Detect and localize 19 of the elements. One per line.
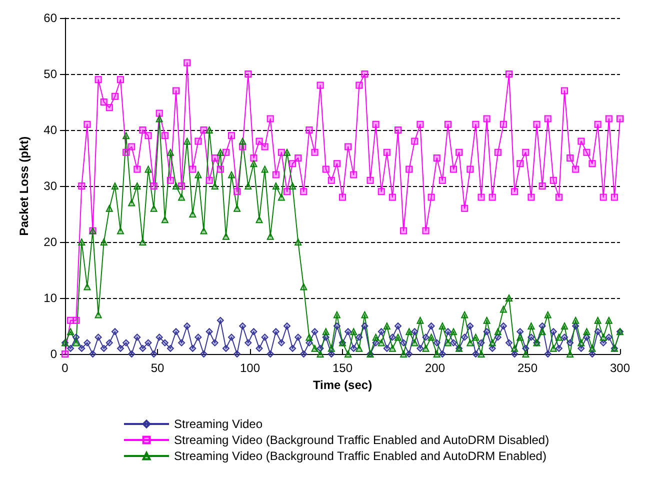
x-tick-label: 200 (424, 361, 446, 375)
y-tick-label: 10 (44, 291, 58, 305)
x-tick-label: 0 (62, 361, 69, 375)
x-tick-label: 150 (332, 361, 353, 375)
x-axis-title: Time (sec) (312, 378, 372, 392)
y-tick-label: 0 (50, 347, 58, 361)
y-axis-title: Packet Loss (pkt) (17, 136, 31, 236)
y-tick-label: 20 (44, 235, 58, 249)
y-tick-label: 60 (44, 11, 58, 25)
y-tick-label: 50 (44, 67, 58, 81)
y-tick-label: 40 (44, 123, 58, 137)
x-tick-label: 100 (240, 361, 260, 375)
legend-label: Streaming Video (174, 417, 263, 431)
y-tick-label: 30 (44, 179, 58, 193)
x-tick-label: 50 (150, 361, 164, 375)
legend-label: Streaming Video (Background Traffic Enabled and AutoDRM Disabled) (174, 433, 550, 447)
legend-label: Streaming Video (Background Traffic Enabled and AutoDRM Enabled) (174, 449, 546, 463)
x-tick-label: 250 (517, 361, 538, 375)
x-tick-label: 300 (610, 361, 630, 375)
